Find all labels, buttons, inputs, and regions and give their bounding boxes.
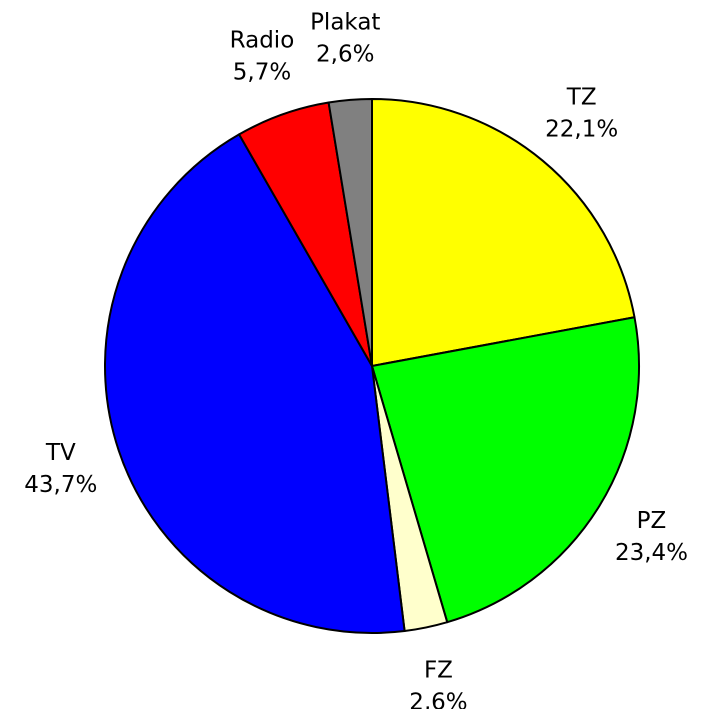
pie-slice [371,316,640,624]
slice-value: 23,4% [615,540,688,566]
slice-label: Radio [230,28,295,54]
slice-value: 2,6% [316,42,374,68]
slice-value: 5,7% [233,60,291,86]
slice-value: 2,6% [409,690,467,709]
slice-value: 22,1% [545,116,618,142]
slice-label: Plakat [310,10,380,36]
slice-label: TZ [566,84,597,110]
slice-value: 43,7% [24,472,97,498]
pie-slice [327,98,373,367]
slice-label: PZ [637,508,667,534]
slice-label: FZ [424,658,453,684]
pie-slice [371,98,636,367]
slice-label: TV [45,440,76,466]
pie-slice [104,133,406,634]
